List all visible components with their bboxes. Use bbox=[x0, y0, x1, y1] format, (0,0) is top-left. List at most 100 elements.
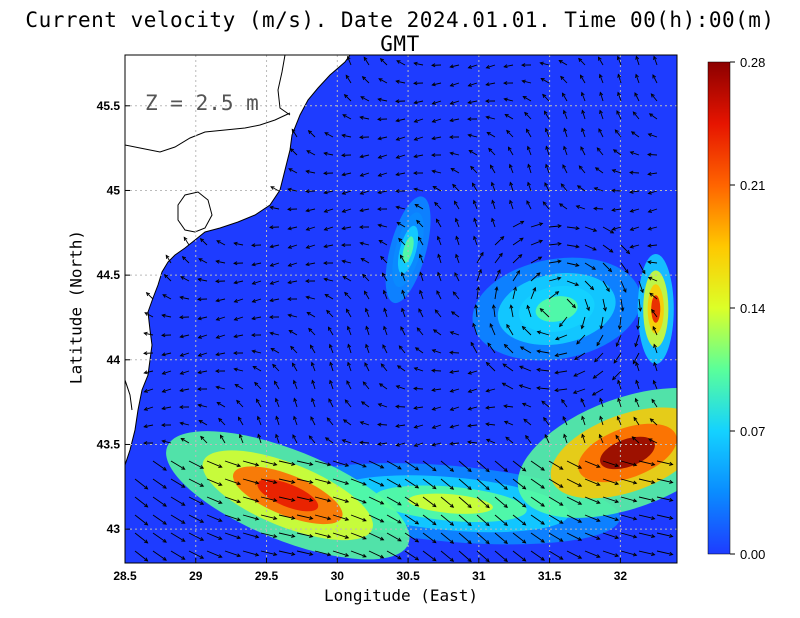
arrow-head bbox=[563, 145, 567, 151]
arrow-head bbox=[467, 370, 472, 375]
arrow-head bbox=[377, 422, 382, 427]
arrow-head bbox=[216, 240, 221, 244]
arrow-head bbox=[161, 333, 166, 338]
velocity-arrow bbox=[146, 292, 154, 300]
arrow-head bbox=[521, 63, 526, 68]
arrow-head bbox=[509, 181, 514, 186]
arrow-head bbox=[580, 325, 585, 330]
arrow-head bbox=[179, 295, 184, 300]
speed-field bbox=[166, 196, 677, 560]
velocity-arrow bbox=[188, 550, 204, 559]
velocity-arrow bbox=[656, 514, 673, 519]
arrow-head bbox=[540, 520, 545, 525]
velocity-arrow bbox=[306, 150, 316, 156]
arrow-head bbox=[572, 390, 578, 394]
velocity-arrow bbox=[278, 550, 295, 555]
velocity-arrow bbox=[216, 240, 226, 246]
velocity-arrow bbox=[615, 435, 622, 444]
arrow-head bbox=[378, 383, 384, 388]
arrow-head bbox=[613, 359, 618, 364]
velocity-arrow bbox=[612, 370, 622, 380]
velocity-arrow bbox=[326, 417, 334, 426]
arrow-head bbox=[347, 361, 351, 367]
arrow-head bbox=[269, 280, 274, 285]
velocity-arrow bbox=[362, 274, 370, 282]
arrow-head bbox=[324, 293, 329, 298]
arrow-head bbox=[536, 386, 541, 391]
velocity-arrow bbox=[314, 514, 331, 520]
arrow-head bbox=[485, 522, 490, 527]
arrow-head bbox=[236, 499, 242, 504]
velocity-arrow bbox=[332, 460, 349, 467]
velocity-arrow bbox=[505, 436, 514, 444]
arrow-head bbox=[269, 225, 274, 230]
arrow-head bbox=[363, 56, 368, 61]
velocity-arrow bbox=[458, 460, 472, 472]
arrow-head bbox=[341, 191, 346, 195]
velocity-arrow bbox=[545, 146, 550, 156]
velocity-arrow bbox=[620, 478, 637, 484]
arrow-head bbox=[293, 397, 298, 402]
arrow-head bbox=[397, 483, 402, 488]
arrow-head bbox=[557, 241, 562, 246]
arrow-head bbox=[306, 311, 311, 316]
arrow-head bbox=[488, 147, 493, 152]
velocity-arrow bbox=[216, 386, 226, 390]
arrow-head bbox=[200, 435, 205, 440]
velocity-arrow bbox=[397, 365, 406, 372]
arrow-head bbox=[647, 190, 652, 195]
arrow-head bbox=[413, 424, 418, 429]
velocity-arrow bbox=[296, 478, 313, 484]
arrow-head bbox=[538, 222, 544, 227]
velocity-arrow bbox=[486, 423, 496, 426]
arrow-head bbox=[615, 342, 620, 348]
velocity-arrow bbox=[242, 478, 259, 484]
arrow-head bbox=[397, 555, 402, 560]
velocity-arrow bbox=[648, 190, 658, 194]
velocity-arrow bbox=[325, 437, 334, 444]
velocity-arrow bbox=[260, 514, 277, 520]
arrow-head bbox=[431, 368, 436, 373]
velocity-arrow bbox=[368, 550, 384, 559]
velocity-arrow bbox=[404, 532, 419, 543]
arrow-head bbox=[467, 100, 472, 105]
velocity-arrow bbox=[599, 398, 604, 408]
arrow-head bbox=[635, 55, 640, 60]
colorbar bbox=[707, 61, 731, 555]
arrow-head bbox=[197, 335, 202, 339]
velocity-arrow bbox=[584, 226, 597, 232]
velocity-arrow bbox=[510, 305, 514, 318]
velocity-arrow bbox=[180, 388, 190, 392]
velocity-arrow bbox=[380, 363, 388, 372]
velocity-arrow bbox=[509, 200, 514, 210]
arrow-head bbox=[199, 537, 205, 541]
velocity-arrow bbox=[566, 496, 582, 505]
arrow-head bbox=[199, 465, 205, 469]
velocity-arrow bbox=[324, 278, 334, 282]
velocity-arrow bbox=[472, 323, 478, 336]
arrow-head bbox=[305, 208, 310, 213]
velocity-arrow bbox=[649, 113, 658, 120]
velocity-arrow bbox=[476, 252, 484, 264]
arrow-head bbox=[450, 167, 455, 172]
velocity-arrow bbox=[548, 514, 563, 524]
arrow-head bbox=[545, 145, 550, 150]
velocity-arrow bbox=[488, 148, 496, 156]
arrow-head bbox=[273, 516, 278, 521]
arrow-head bbox=[162, 484, 167, 489]
velocity-arrow bbox=[382, 273, 388, 282]
velocity-arrow bbox=[422, 496, 437, 507]
velocity-arrow bbox=[308, 130, 316, 138]
arrow-head bbox=[324, 132, 329, 136]
arrow-head bbox=[254, 516, 260, 521]
velocity-arrow bbox=[433, 186, 442, 192]
arrow-head bbox=[287, 313, 292, 318]
arrow-head bbox=[518, 254, 523, 259]
arrow-head bbox=[634, 92, 639, 97]
velocity-arrow bbox=[170, 460, 185, 470]
arrow-head bbox=[536, 349, 541, 354]
y-axis-label: Latitude (North) bbox=[66, 229, 86, 385]
arrow-head bbox=[431, 425, 437, 429]
velocity-arrow bbox=[468, 370, 478, 374]
velocity-arrow bbox=[396, 385, 406, 390]
